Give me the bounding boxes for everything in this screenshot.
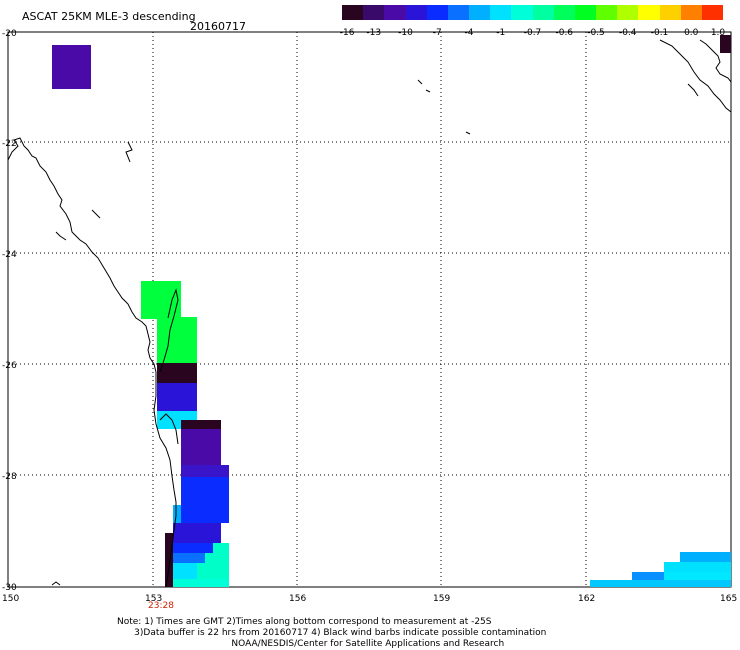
colorbar-label: -10 xyxy=(398,28,413,38)
swath-cell xyxy=(173,553,205,563)
swath-cell xyxy=(181,477,229,523)
swath-cell xyxy=(157,317,197,363)
x-tick-label: 162 xyxy=(578,594,595,604)
colorbar-label: -7 xyxy=(432,28,442,38)
x-tick-label: 165 xyxy=(720,594,737,604)
coastline xyxy=(7,39,732,588)
colorbar-swatch xyxy=(511,5,533,20)
swath-cell xyxy=(173,563,197,579)
x-tick-label: 150 xyxy=(2,594,19,604)
footer-note: Note: 1) Times are GMT 2)Times along bot… xyxy=(117,617,546,650)
colorbar-swatch xyxy=(363,5,385,20)
swath-cell xyxy=(173,579,229,587)
lat-lon-grid xyxy=(8,32,731,587)
colorbar-swatch xyxy=(701,5,724,20)
plot-frame xyxy=(7,31,732,588)
colorbar-swatch xyxy=(405,5,427,20)
colorbar-swatch xyxy=(426,5,448,20)
footer-line-2: 3)Data buffer is 22 hrs from 20160717 4)… xyxy=(117,628,547,638)
swath-cell xyxy=(197,563,229,579)
colorbar-swatch xyxy=(532,5,554,20)
swath-cell xyxy=(157,383,197,411)
x-tick-label: 153 xyxy=(145,594,162,604)
swath-cell xyxy=(720,35,731,53)
swath-cell xyxy=(52,45,91,89)
colorbar-swatch xyxy=(680,5,702,20)
colorbar-swatch xyxy=(617,5,639,20)
y-tick-label: -28 xyxy=(2,472,17,482)
y-tick-label: -20 xyxy=(2,29,17,39)
footer-line-3: NOAA/NESDIS/Center for Satellite Applica… xyxy=(117,639,505,649)
colorbar-labels: -16 -13 -10 -7 -4 -1 -0.7 -0.6 -0.5 -0.4 -0.1 0.0 1.… xyxy=(339,28,726,40)
y-tick-label: -30 xyxy=(2,583,17,593)
swath-cell xyxy=(680,552,731,562)
colorbar-swatch xyxy=(638,5,660,20)
colorbar xyxy=(342,5,724,20)
y-tick-label: -26 xyxy=(2,361,17,371)
colorbar-label: -13 xyxy=(366,28,382,38)
colorbar-label: 0.0 xyxy=(684,28,699,38)
colorbar-label: -0.5 xyxy=(587,28,605,38)
map-title: ASCAT 25KM MLE-3 descending xyxy=(22,10,196,23)
colorbar-swatch xyxy=(659,5,681,20)
colorbar-swatch xyxy=(447,5,470,20)
swath-cell xyxy=(181,429,221,465)
swath-cell xyxy=(165,533,173,587)
y-tick-label: -24 xyxy=(2,250,17,260)
swath-cell xyxy=(157,363,197,383)
y-axis-labels: -20 -22 -24 -26 -28 -30 xyxy=(2,29,17,593)
colorbar-swatch xyxy=(384,5,406,20)
swath-cell xyxy=(590,580,731,587)
colorbar-swatch xyxy=(596,5,618,20)
colorbar-label: -0.4 xyxy=(618,28,637,38)
x-tick-label: 156 xyxy=(289,594,306,604)
swath-cell xyxy=(181,465,229,477)
colorbar-swatch xyxy=(490,5,512,20)
swath-cell xyxy=(632,572,664,580)
y-tick-label: -22 xyxy=(2,139,17,149)
colorbar-swatch xyxy=(342,5,364,20)
colorbar-label: -0.7 xyxy=(523,28,542,38)
colorbar-swatch xyxy=(469,5,491,20)
x-tick-label: 159 xyxy=(433,594,450,604)
swath-cell xyxy=(173,505,181,535)
swath-cell xyxy=(173,523,221,543)
colorbar-swatch xyxy=(574,5,597,20)
x-axis-labels: 150 153 156 159 162 165 xyxy=(2,594,737,604)
colorbar-label: -0.1 xyxy=(650,28,669,38)
swath-cell xyxy=(664,562,731,572)
swath-cells xyxy=(52,35,731,587)
swath-cell xyxy=(173,543,213,553)
map-date: 20160717 xyxy=(190,20,246,33)
swath-cell xyxy=(205,553,229,563)
colorbar-label: -4 xyxy=(464,28,474,38)
time-label: 23:28 xyxy=(148,601,174,611)
colorbar-label: -0.6 xyxy=(555,28,574,38)
colorbar-swatch xyxy=(553,5,575,20)
swath-cell xyxy=(632,572,731,580)
colorbar-label: -1 xyxy=(496,28,506,38)
colorbar-label: 1.0 xyxy=(710,28,726,38)
swath-cell xyxy=(213,543,229,553)
colorbar-label: -16 xyxy=(339,28,355,38)
footer-line-1: Note: 1) Times are GMT 2)Times along bot… xyxy=(117,617,492,627)
